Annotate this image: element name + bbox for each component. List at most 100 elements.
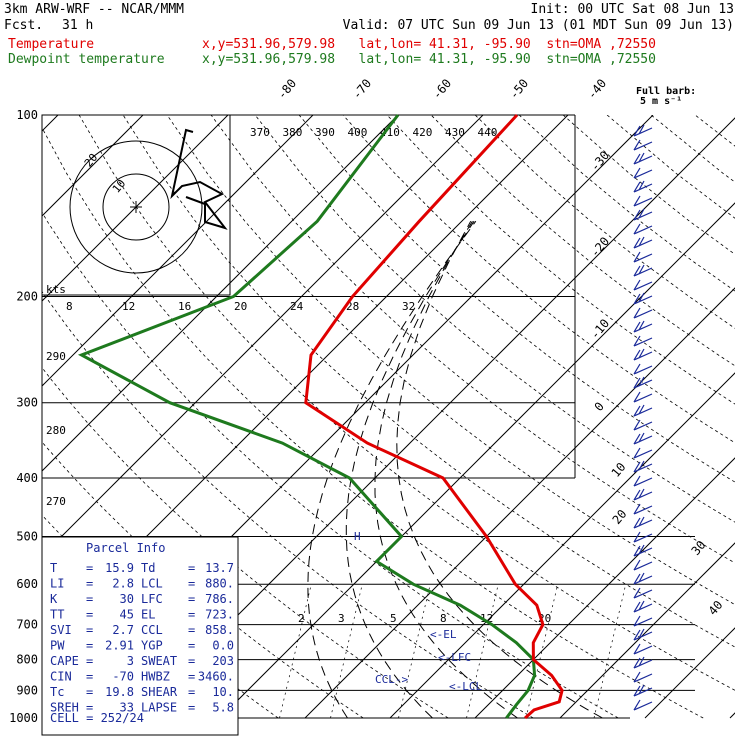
parcel-field-name: CIN — [50, 670, 72, 684]
wind-barb-flag — [633, 251, 641, 263]
dry-adiabat — [42, 126, 704, 719]
dry-adiabat — [42, 211, 619, 719]
parcel-field-name: PW — [50, 639, 65, 653]
mixing-ratio-line — [279, 584, 312, 719]
wind-barb-shaft — [633, 421, 653, 431]
theta-label: 380 — [283, 126, 303, 139]
parcel-equals: = — [188, 623, 195, 637]
parcel-equals: = — [188, 561, 195, 575]
wind-barb-flag — [638, 264, 645, 275]
wind-barb-flag — [633, 167, 641, 179]
isotherm-label: -30 — [588, 148, 613, 174]
wind-barb-flag — [638, 208, 645, 219]
wind-barb — [633, 152, 653, 165]
isotherm-line — [474, 457, 735, 719]
pressure-label-200: 200 — [16, 290, 38, 304]
wind-barb-flag — [638, 684, 645, 695]
parcel-field-name: TT — [50, 608, 64, 622]
barb-legend-line1: Full barb: — [636, 86, 696, 97]
isotherm-label: -10 — [588, 316, 613, 342]
wind-barb-flag — [633, 447, 641, 459]
wind-barb-shaft — [633, 253, 653, 263]
wind-barb-flag — [633, 335, 641, 347]
wind-barb — [633, 559, 653, 571]
dry-adiabat — [298, 115, 735, 483]
parcel-equals: = — [86, 685, 93, 699]
wind-barb-flag — [633, 405, 641, 417]
parcel-equals: = — [86, 577, 93, 591]
wind-barb-flag — [633, 419, 641, 431]
wind-barb — [633, 335, 653, 347]
wind-barb-shaft — [633, 631, 653, 641]
wind-barb — [633, 139, 653, 151]
wind-barb-flag — [633, 209, 641, 221]
wind-barb-flag — [633, 293, 641, 305]
parcel-field-value: 786. — [205, 592, 234, 606]
wind-barb-flag — [633, 629, 641, 641]
isotherm-line — [42, 115, 229, 302]
wind-barb-shaft — [633, 351, 653, 361]
wind-barb-flag — [633, 545, 641, 557]
parcel-field-value: 45 — [120, 608, 134, 622]
wind-barb-shaft — [633, 239, 653, 249]
parcel-field-name: K — [50, 592, 58, 606]
pressure-label-700: 700 — [16, 618, 38, 632]
valid-time: Valid: 07 UTC Sun 09 Jun 13 (01 MDT Sun … — [342, 18, 734, 33]
wind-barb-shaft — [633, 127, 653, 137]
pressure-label-1000: 1000 — [9, 711, 38, 725]
dry-adiabat — [430, 115, 735, 367]
dry-adiabat — [210, 115, 735, 564]
wind-barb-flag — [633, 643, 641, 655]
wind-barb — [633, 404, 653, 417]
parcel-field-value: 2.7 — [112, 623, 134, 637]
lcl-marker: <-LCL — [449, 680, 482, 693]
wind-barb-shaft — [633, 435, 653, 445]
wind-barb-flag — [638, 656, 645, 667]
isotherm-label: -40 — [585, 76, 610, 102]
hodograph: 20 10 kts — [41, 114, 231, 296]
hodograph-ring-label-10: 10 — [110, 177, 128, 196]
parcel-field-name: Td — [141, 561, 155, 575]
lfc-marker: <-LFC — [438, 651, 471, 664]
wind-barb — [633, 264, 653, 277]
mixing-ratio-label: 2 — [298, 612, 305, 625]
wind-barb-flag — [638, 432, 645, 443]
parcel-field-name: LCL — [141, 577, 163, 591]
wind-barb-shaft — [633, 491, 653, 501]
wind-barb — [633, 180, 653, 193]
wind-barb-flag — [633, 601, 641, 613]
parcel-field-value: 15.9 — [105, 561, 134, 575]
wind-barb-flag — [638, 628, 645, 639]
temperature-location: x,y=531.96,579.98 lat,lon= 41.31, -95.90… — [202, 37, 656, 52]
wind-barb-shaft — [633, 659, 653, 669]
isotherm-line — [42, 115, 484, 557]
isotherm-line — [42, 115, 399, 472]
theta-label-left: 270 — [46, 495, 66, 508]
hodograph-trace — [170, 128, 228, 230]
parcel-field-name: SWEAT — [141, 654, 177, 668]
isotherm-line — [644, 627, 735, 719]
parcel-equals: = — [188, 685, 195, 699]
wind-barb-shaft — [633, 183, 653, 193]
parcel-field-name: CAPE — [50, 654, 79, 668]
dry-adiabat — [694, 115, 735, 147]
model-title: 3km ARW-WRF -- NCAR/MMM — [4, 2, 185, 17]
wind-barb — [633, 587, 653, 599]
wind-barb — [633, 684, 653, 697]
parcel-field-name: Tc — [50, 685, 64, 699]
moist-adiabat — [307, 220, 477, 719]
parcel-field-name: CCL — [141, 623, 163, 637]
wind-barb-flag — [638, 572, 645, 583]
parcel-info-box: Parcel Info T = 15.9 Td = 13.7 LI = 2.8 LCL = 880. K… — [41, 536, 239, 736]
wind-barb-flag — [633, 685, 641, 697]
isotherm-line — [219, 202, 735, 719]
forecast-hour: 31 h — [62, 18, 94, 33]
pressure-label-100: 100 — [16, 108, 38, 122]
parcel-equals: = — [86, 561, 93, 575]
wind-barb-shaft — [633, 477, 653, 487]
isotherm-label: -60 — [430, 76, 455, 102]
parcel-field-value: 880. — [205, 577, 234, 591]
wind-barb-flag — [633, 615, 641, 627]
mixing-ratio-label: 3 — [338, 612, 345, 625]
